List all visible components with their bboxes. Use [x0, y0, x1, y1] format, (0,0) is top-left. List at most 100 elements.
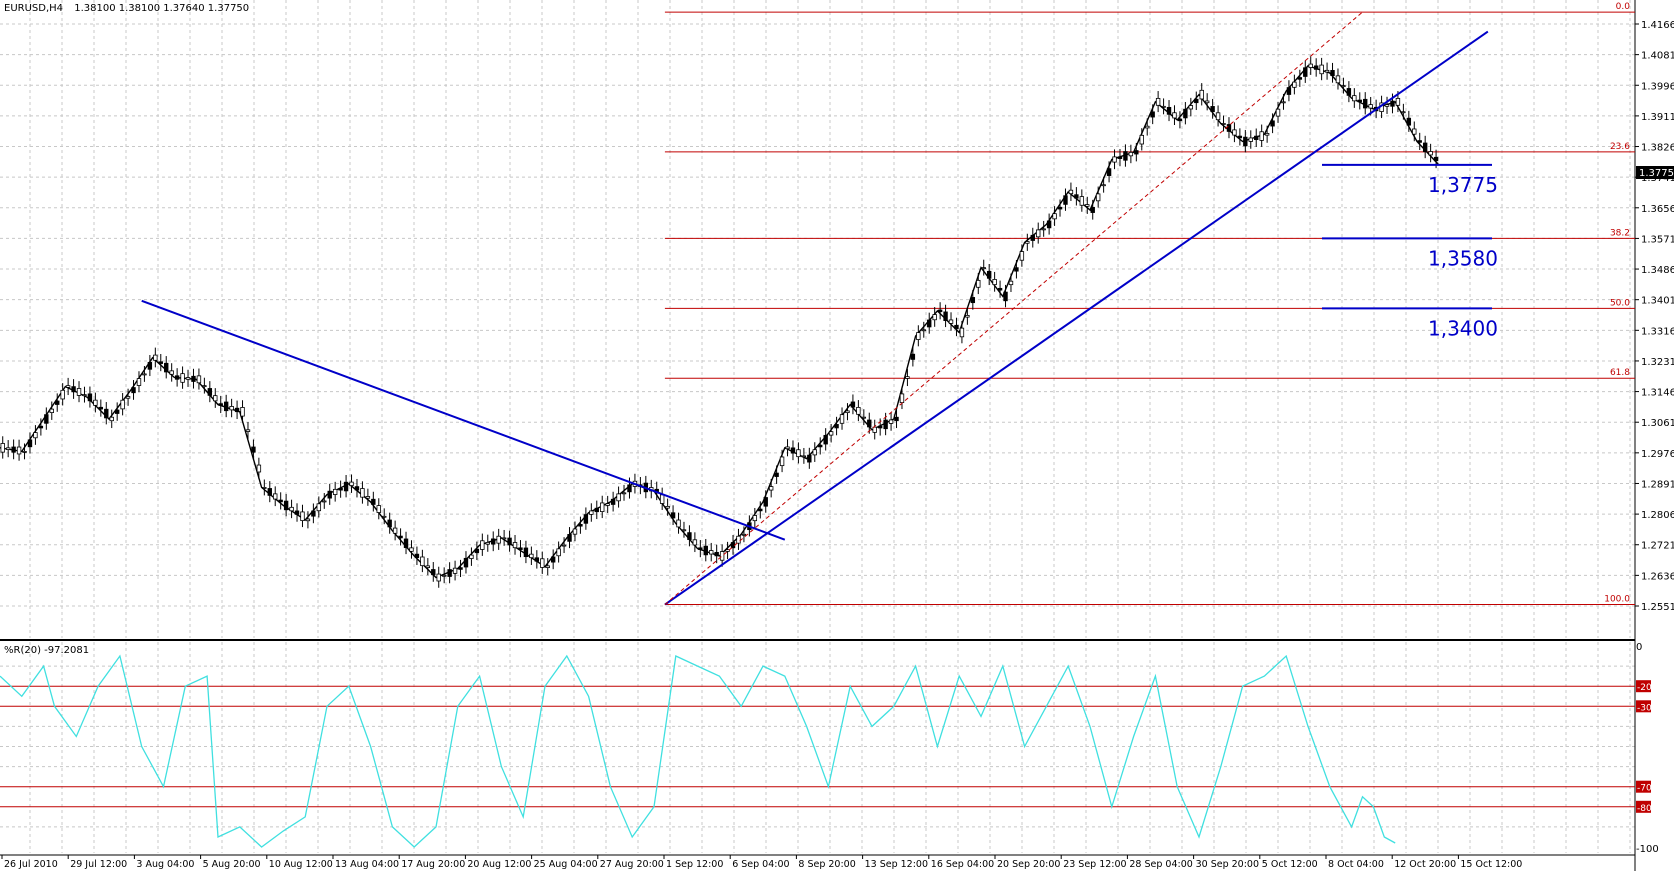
candle-body [218, 403, 223, 406]
candle-body [300, 511, 305, 521]
candle-body [305, 518, 311, 522]
candle-body [741, 533, 747, 536]
candle-body [1030, 234, 1035, 241]
candle-body [1270, 120, 1275, 127]
candle-body [779, 456, 785, 467]
fib-level-label: 0.0 [1616, 2, 1631, 12]
candle-body [93, 399, 98, 406]
candle-body [174, 375, 180, 380]
candle-body [1281, 101, 1286, 104]
time-tick-label: 16 Sep 04:00 [931, 859, 994, 870]
candle-body [185, 377, 191, 380]
candle-body [1215, 112, 1221, 121]
candle-body [529, 553, 534, 559]
candle-body [534, 557, 540, 562]
williams-r-series [0, 654, 1396, 848]
support-level-label: 1,3580 [1428, 246, 1498, 270]
indicator-grid [0, 642, 1635, 853]
candle-body [278, 499, 283, 503]
candle-body [1101, 184, 1106, 187]
fib-baseline-dashed [664, 11, 1363, 605]
candle-body [1036, 229, 1041, 238]
candle-body [583, 514, 589, 524]
fibonacci-levels: 0.0 23.6 38.2 50.0 61.8 100.0 [664, 2, 1635, 606]
current-price-tag-label: 1.37750 [1639, 168, 1674, 179]
candle-body [169, 370, 174, 375]
candle-body [114, 409, 120, 414]
time-tick-label: 1 Sep 12:00 [666, 859, 723, 870]
candle-body [1433, 156, 1439, 162]
candle-body [932, 314, 937, 321]
price-tick-label: 1.36560 [1641, 204, 1674, 215]
candle-body [1357, 99, 1362, 103]
candle-body [845, 410, 850, 414]
candle-body [1057, 206, 1063, 210]
candle-body [981, 267, 986, 270]
candle-body [5, 447, 11, 450]
price-series [0, 56, 1440, 588]
candle-body [33, 432, 38, 439]
candle-body [905, 376, 910, 379]
candle-body [1308, 63, 1313, 68]
price-tick-label: 1.29760 [1641, 449, 1674, 460]
candle-body [55, 400, 60, 405]
price-tick-label: 1.35710 [1641, 234, 1674, 245]
candle-body [1335, 75, 1341, 84]
candle-body [38, 425, 44, 429]
price-tick-label: 1.32310 [1641, 357, 1674, 368]
candle-body [1014, 267, 1019, 272]
candle-body [1003, 291, 1008, 302]
candle-body [343, 481, 349, 492]
indicator-label: %R(20) -97.2081 [4, 645, 89, 656]
candle-body [16, 446, 22, 455]
candle-body [1226, 124, 1232, 132]
candle-body [1123, 151, 1128, 161]
candle-body [496, 535, 501, 544]
candle-body [1095, 193, 1101, 202]
candle-body [927, 319, 932, 328]
candle-body [256, 464, 262, 473]
candle-body [202, 385, 207, 388]
candle-body [758, 508, 763, 512]
fib-level-label: 38.2 [1610, 228, 1630, 238]
candle-body [147, 361, 153, 370]
candle-body [316, 503, 322, 512]
candle-body [245, 429, 251, 432]
candle-body [125, 396, 131, 399]
candle-body [398, 535, 403, 539]
candle-body [1324, 69, 1330, 73]
price-tick-label: 1.28060 [1641, 510, 1674, 521]
support-level-label: 1,3775 [1428, 173, 1498, 197]
price-tick-label: 1.27210 [1641, 541, 1674, 552]
candle-body [213, 395, 218, 402]
candle-body [692, 539, 698, 546]
candle-body [796, 449, 801, 458]
fib-level-label: 100.0 [1604, 595, 1630, 605]
time-tick-label: 13 Sep 12:00 [865, 859, 928, 870]
candle-body [589, 510, 594, 515]
candle-body [82, 394, 87, 397]
candle-body [207, 388, 213, 396]
indicator-scale-bottom-label: -100 [1636, 844, 1659, 855]
candle-body [752, 515, 758, 522]
price-tick-label: 1.30610 [1641, 418, 1674, 429]
candle-body [725, 549, 730, 552]
candle-body [240, 407, 245, 417]
candle-body [142, 373, 147, 376]
candle-body [1259, 131, 1264, 141]
price-tick-label: 1.40810 [1641, 51, 1674, 62]
candle-body [1199, 89, 1204, 100]
candle-body [736, 535, 741, 544]
candle-body [87, 393, 93, 402]
candle-body [937, 309, 943, 313]
candle-body [812, 449, 817, 456]
candle-body [120, 399, 125, 410]
candle-body [1128, 151, 1134, 157]
candle-body [659, 494, 665, 504]
time-tick-label: 26 Jul 2010 [4, 859, 58, 870]
candle-body [1139, 134, 1144, 145]
candle-body [1286, 87, 1292, 95]
candle-body [572, 528, 578, 535]
candle-body [1264, 133, 1270, 136]
